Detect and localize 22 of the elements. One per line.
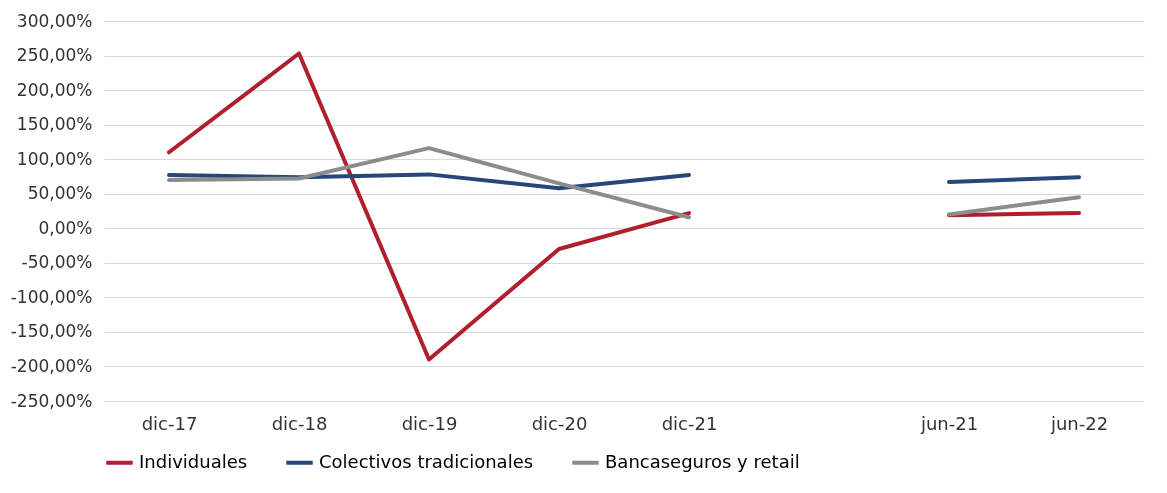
legend-label: Colectivos tradicionales <box>319 450 534 472</box>
x-tick-label: dic-20 <box>531 412 588 434</box>
y-tick-label: 0,00% <box>38 217 93 238</box>
y-tick-label: 300,00% <box>16 10 93 31</box>
y-tick-label: 200,00% <box>16 79 93 100</box>
y-tick-label: 250,00% <box>16 45 93 66</box>
y-tick-label: -250,00% <box>10 390 93 411</box>
x-tick-label: dic-21 <box>661 412 718 434</box>
y-tick-label: 50,00% <box>27 183 93 204</box>
y-tick-label: -50,00% <box>21 252 93 273</box>
y-tick-label: -100,00% <box>10 286 93 307</box>
x-tick-label: jun-21 <box>919 412 979 434</box>
x-tick-label: dic-19 <box>401 412 458 434</box>
y-tick-label: -150,00% <box>10 321 93 342</box>
x-tick-label: dic-18 <box>271 412 328 434</box>
y-tick-label: 100,00% <box>16 148 93 169</box>
y-tick-label: -200,00% <box>10 355 93 376</box>
y-tick-label: 150,00% <box>16 114 93 135</box>
x-tick-label: dic-17 <box>141 412 198 434</box>
legend-label: Individuales <box>139 450 248 472</box>
legend-label: Bancaseguros y retail <box>605 450 800 472</box>
x-tick-label: jun-22 <box>1049 412 1109 434</box>
